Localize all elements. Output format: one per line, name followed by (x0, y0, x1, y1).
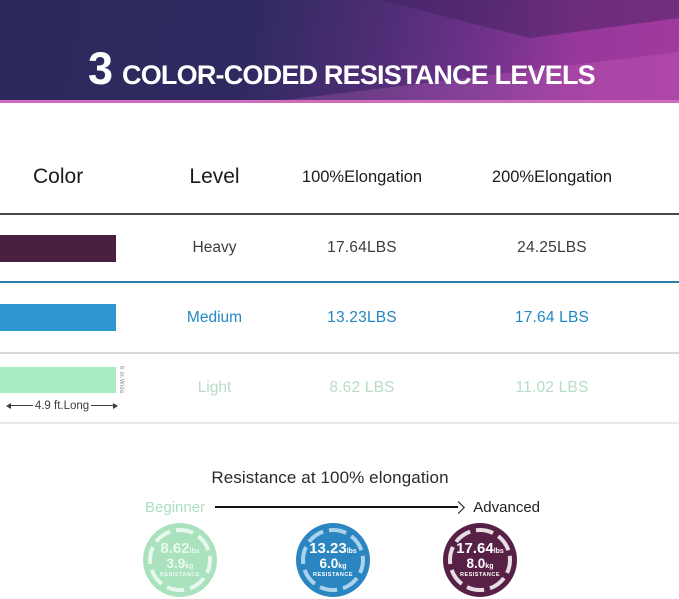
badge-caption: RESISTANCE (459, 572, 501, 579)
badge-kg: 3.9kg (166, 555, 194, 571)
band-width-label: 6 in.Wide (118, 366, 124, 394)
band-length-dimension: 4.9 ft.Long (6, 398, 119, 413)
badge-caption: RESISTANCE (312, 572, 354, 579)
badge-pounds: 17.64lbs (456, 540, 504, 558)
band-length-label: 4.9 ft.Long (34, 399, 90, 412)
badge-pounds: 13.23lbs (309, 540, 357, 558)
color-swatch-heavy (0, 234, 116, 262)
header-banner: 3 COLOR-CODED RESISTANCE LEVELS (0, 0, 679, 103)
scale-title: Resistance at 100% elongation (211, 468, 449, 487)
column-header-100-elongation: 100%Elongation (301, 168, 423, 186)
badge-ring (448, 528, 512, 592)
column-header-level: Level (189, 165, 240, 188)
elongation-100-value: 13.23LBS (327, 308, 397, 326)
table-row-medium: Medium 13.23LBS 17.64 LBS (0, 283, 679, 354)
column-header-color: Color (33, 165, 84, 188)
badge-ring (301, 528, 365, 592)
beginner-label: Beginner (145, 498, 206, 516)
title-number: 3 (88, 43, 113, 94)
dimension-arrowhead-right-icon (113, 402, 119, 409)
beginner-advanced-scale: Beginner Advanced (145, 498, 540, 516)
badge-kg: 6.0kg (319, 555, 347, 571)
level-label: Medium (186, 308, 243, 326)
column-header-200-elongation: 200%Elongation (491, 168, 613, 186)
badge-kg: 8.0kg (466, 555, 494, 571)
badge-ring (148, 528, 212, 592)
advanced-label: Advanced (473, 498, 540, 516)
elongation-100-value: 17.64LBS (327, 239, 397, 256)
dimension-line (11, 405, 33, 406)
dimension-line (91, 405, 114, 406)
arrow-right-icon (452, 500, 466, 514)
table-row-light: 6 in.Wide 4.9 ft.Long Light 8.62 LBS 11.… (0, 354, 679, 424)
resistance-badge-heavy: 17.64lbs 8.0kg RESISTANCE (443, 523, 517, 597)
elongation-100-value: 8.62 LBS (329, 379, 395, 396)
table-row-heavy: Heavy 17.64LBS 24.25LBS (0, 215, 679, 283)
scale-arrow-line (215, 506, 459, 508)
dimension-arrowhead-left-icon (6, 402, 11, 409)
color-swatch-light (0, 367, 116, 393)
level-label: Light (197, 379, 232, 396)
table-header-row: Color Level 100%Elongation 200%Elongatio… (0, 103, 679, 215)
title-text: COLOR-CODED RESISTANCE LEVELS (122, 60, 596, 90)
elongation-200-value: 11.02 LBS (515, 379, 589, 396)
badge-caption: RESISTANCE (159, 572, 201, 579)
resistance-scale-section: Resistance at 100% elongation Beginner A… (0, 424, 679, 599)
color-swatch-medium (0, 304, 116, 331)
resistance-badge-medium: 13.23lbs 6.0kg RESISTANCE (296, 523, 370, 597)
page-title: 3 COLOR-CODED RESISTANCE LEVELS (88, 43, 596, 94)
resistance-badge-light: 8.62lbs 3.9kg RESISTANCE (143, 523, 217, 597)
badge-pounds: 8.62lbs (160, 540, 200, 558)
level-label: Heavy (192, 239, 237, 256)
elongation-200-value: 17.64 LBS (514, 308, 590, 326)
elongation-200-value: 24.25LBS (517, 239, 587, 256)
